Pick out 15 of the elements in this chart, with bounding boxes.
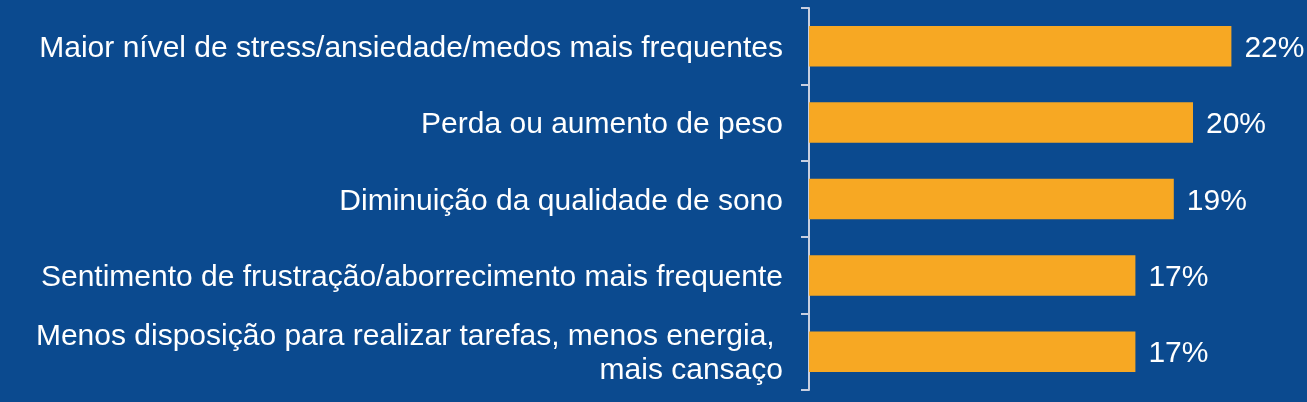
bar [809,178,1174,220]
bar [809,102,1193,143]
y-tick-label: Menos disposição para realizar tarefas, menos energia, mais cansaço [35,318,783,386]
bar [809,25,1232,67]
data-label: 19% [1186,182,1247,216]
y-tick-label: Perda ou aumento de peso [421,106,783,140]
data-label: 20% [1206,106,1267,140]
data-label: 22% [1244,29,1305,63]
y-tick-label: Sentimento de frustração/aborrecimento mais frequente [40,258,783,292]
bar [809,255,1136,296]
bar [809,331,1136,373]
y-tick-label: Maior nível de stress/ansiedade/medos mais frequentes [39,29,783,63]
data-label: 17% [1148,335,1209,369]
data-label: 17% [1148,258,1209,292]
y-tick-label: Diminuição da qualidade de sono [339,182,783,216]
